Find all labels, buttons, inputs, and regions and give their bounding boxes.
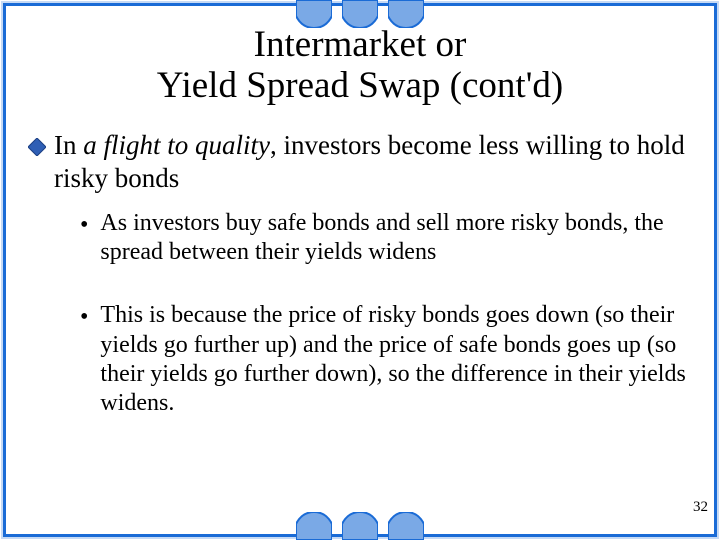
bottom-comb-decoration bbox=[296, 512, 424, 540]
sub-bullet-text: This is because the price of risky bonds… bbox=[100, 301, 692, 418]
title-line-1: Intermarket or bbox=[254, 24, 467, 65]
sub-bullet-text: As investors buy safe bonds and sell mor… bbox=[100, 209, 692, 268]
main-bullet: In a flight to quality, investors become… bbox=[28, 129, 692, 195]
sub-bullet-item: • This is because the price of risky bon… bbox=[80, 301, 692, 418]
sub-bullet-item: • As investors buy safe bonds and sell m… bbox=[80, 209, 692, 268]
title-line-2: Yield Spread Swap (cont'd) bbox=[157, 65, 563, 106]
slide-title: Intermarket or Yield Spread Swap (cont'd… bbox=[28, 24, 692, 107]
dot-bullet-icon: • bbox=[80, 303, 88, 332]
slide-content: Intermarket or Yield Spread Swap (cont'd… bbox=[28, 24, 692, 418]
main-bullet-text: In a flight to quality, investors become… bbox=[54, 129, 692, 195]
page-number: 32 bbox=[693, 499, 708, 516]
sub-bullet-list: • As investors buy safe bonds and sell m… bbox=[80, 209, 692, 419]
dot-bullet-icon: • bbox=[80, 211, 88, 240]
diamond-bullet-icon bbox=[28, 138, 46, 156]
main-bullet-prefix: In bbox=[54, 130, 83, 160]
main-bullet-emphasis: a flight to quality bbox=[83, 130, 270, 160]
